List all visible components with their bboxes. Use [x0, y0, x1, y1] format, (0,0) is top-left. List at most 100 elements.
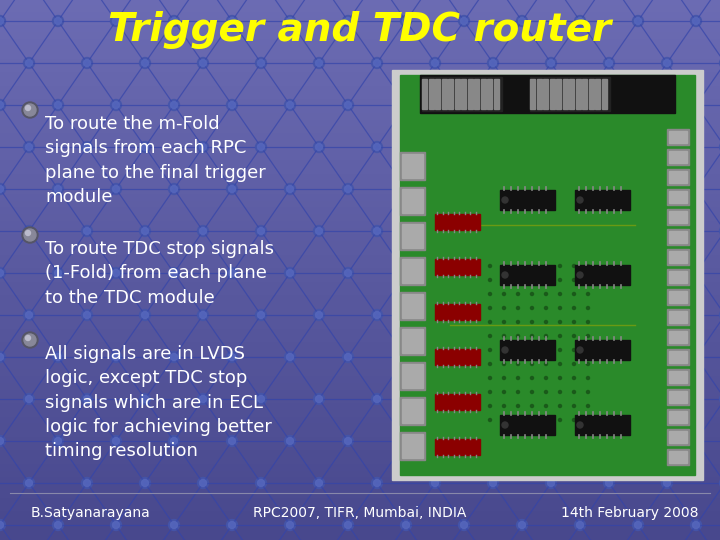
Circle shape: [488, 293, 492, 295]
Bar: [0, 208, 720, 216]
Circle shape: [140, 57, 150, 69]
Circle shape: [488, 265, 492, 267]
Bar: [0, 127, 720, 135]
Circle shape: [256, 309, 266, 321]
Circle shape: [572, 362, 575, 366]
Bar: [448, 79, 453, 109]
Circle shape: [632, 184, 644, 194]
Bar: [480, 79, 485, 109]
Bar: [0, 12, 720, 20]
Circle shape: [577, 522, 583, 529]
Circle shape: [577, 269, 583, 276]
Bar: [669, 251, 687, 263]
Circle shape: [459, 267, 469, 279]
Circle shape: [197, 226, 209, 237]
Bar: [0, 370, 720, 378]
Circle shape: [315, 59, 323, 66]
Circle shape: [531, 390, 534, 394]
Bar: [0, 120, 720, 128]
Circle shape: [531, 348, 534, 352]
Circle shape: [287, 17, 294, 24]
Circle shape: [112, 186, 120, 192]
Circle shape: [490, 144, 497, 151]
Circle shape: [0, 437, 4, 444]
Bar: [0, 282, 720, 291]
Circle shape: [575, 184, 585, 194]
Bar: [569, 79, 574, 109]
Bar: [400, 362, 425, 390]
Bar: [0, 276, 720, 284]
Circle shape: [313, 57, 325, 69]
Circle shape: [110, 99, 122, 111]
Bar: [400, 152, 425, 180]
Bar: [0, 6, 720, 14]
Circle shape: [110, 435, 122, 447]
Circle shape: [461, 522, 467, 529]
Circle shape: [112, 437, 120, 444]
Circle shape: [256, 141, 266, 152]
Circle shape: [140, 226, 150, 237]
Circle shape: [662, 141, 672, 152]
Circle shape: [603, 226, 614, 237]
Circle shape: [344, 17, 351, 24]
Bar: [435, 304, 480, 320]
Bar: [402, 364, 423, 388]
Bar: [667, 189, 689, 205]
Circle shape: [587, 390, 590, 394]
Bar: [0, 296, 720, 303]
Circle shape: [503, 404, 505, 408]
Circle shape: [197, 141, 209, 152]
Circle shape: [197, 477, 209, 489]
Circle shape: [664, 227, 670, 234]
Circle shape: [343, 267, 354, 279]
Circle shape: [490, 312, 497, 319]
Circle shape: [171, 17, 178, 24]
Circle shape: [402, 102, 410, 109]
Bar: [549, 79, 554, 109]
Bar: [0, 249, 720, 256]
Bar: [669, 311, 687, 323]
Circle shape: [690, 16, 701, 26]
Bar: [667, 149, 689, 165]
Bar: [0, 444, 720, 453]
Circle shape: [430, 57, 441, 69]
Circle shape: [546, 141, 557, 152]
Circle shape: [518, 437, 526, 444]
Bar: [0, 60, 720, 68]
Bar: [667, 229, 689, 245]
Circle shape: [544, 334, 547, 338]
Circle shape: [634, 186, 642, 192]
Circle shape: [516, 184, 528, 194]
Bar: [402, 294, 423, 318]
Circle shape: [634, 269, 642, 276]
Bar: [400, 397, 425, 425]
Circle shape: [575, 435, 585, 447]
Circle shape: [490, 59, 497, 66]
Circle shape: [488, 321, 492, 323]
Circle shape: [572, 348, 575, 352]
Bar: [0, 87, 720, 94]
Bar: [0, 363, 720, 372]
Circle shape: [372, 226, 382, 237]
Circle shape: [256, 226, 266, 237]
Circle shape: [199, 59, 207, 66]
Circle shape: [142, 312, 148, 319]
Bar: [0, 66, 720, 74]
Circle shape: [544, 390, 547, 394]
Circle shape: [587, 362, 590, 366]
Circle shape: [55, 269, 61, 276]
Bar: [667, 249, 689, 265]
Circle shape: [53, 267, 63, 279]
Circle shape: [587, 334, 590, 338]
Circle shape: [22, 332, 38, 348]
Circle shape: [662, 394, 672, 404]
Bar: [669, 411, 687, 423]
Circle shape: [577, 422, 583, 428]
Circle shape: [227, 184, 238, 194]
Bar: [0, 512, 720, 519]
Circle shape: [634, 354, 642, 361]
Bar: [669, 351, 687, 363]
Bar: [0, 46, 720, 54]
Circle shape: [547, 144, 554, 151]
Circle shape: [343, 519, 354, 530]
